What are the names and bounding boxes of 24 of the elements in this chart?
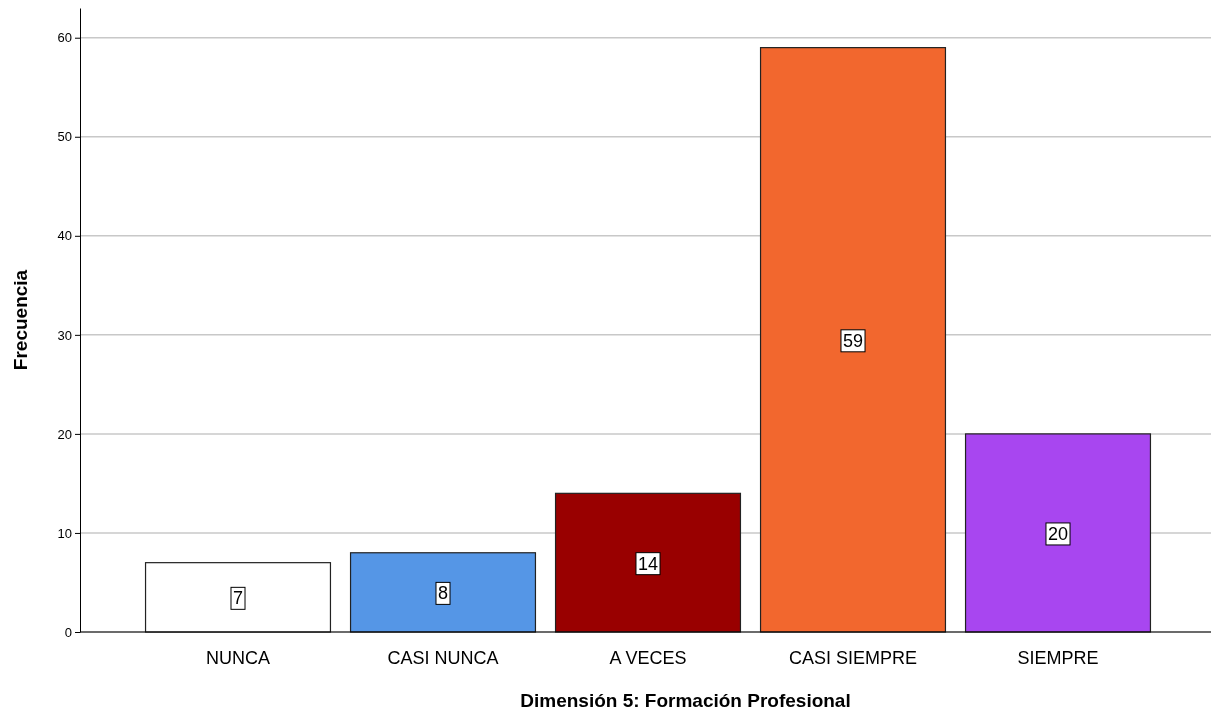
bar [349, 552, 537, 633]
x-tick-label: CASI SIEMPRE [788, 648, 918, 668]
bar [964, 433, 1152, 633]
data-label: 8 [437, 583, 449, 604]
x-tick-label: A VECES [609, 648, 687, 668]
bar [759, 47, 947, 633]
x-tick-label: SIEMPRE [1017, 648, 1099, 668]
y-axis-title: Frecuencia [10, 269, 31, 371]
x-tick-label: CASI NUNCA [387, 648, 499, 668]
bar [554, 492, 742, 633]
x-tick-label: NUNCA [205, 648, 271, 668]
y-tick-label: 60 [57, 30, 72, 46]
data-label: 59 [842, 330, 864, 351]
data-label: 7 [232, 588, 244, 609]
x-axis-title: Dimensión 5: Formación Profesional [520, 690, 851, 711]
data-label: 20 [1047, 523, 1069, 544]
data-label: 14 [637, 553, 659, 574]
y-tick-label: 10 [57, 525, 72, 541]
y-tick-label: 20 [57, 426, 72, 442]
y-tick-label: 50 [57, 129, 72, 145]
y-tick-label: 30 [57, 327, 72, 343]
y-tick-label: 40 [57, 228, 72, 244]
y-tick-label: 0 [64, 624, 72, 640]
bar [144, 562, 332, 633]
